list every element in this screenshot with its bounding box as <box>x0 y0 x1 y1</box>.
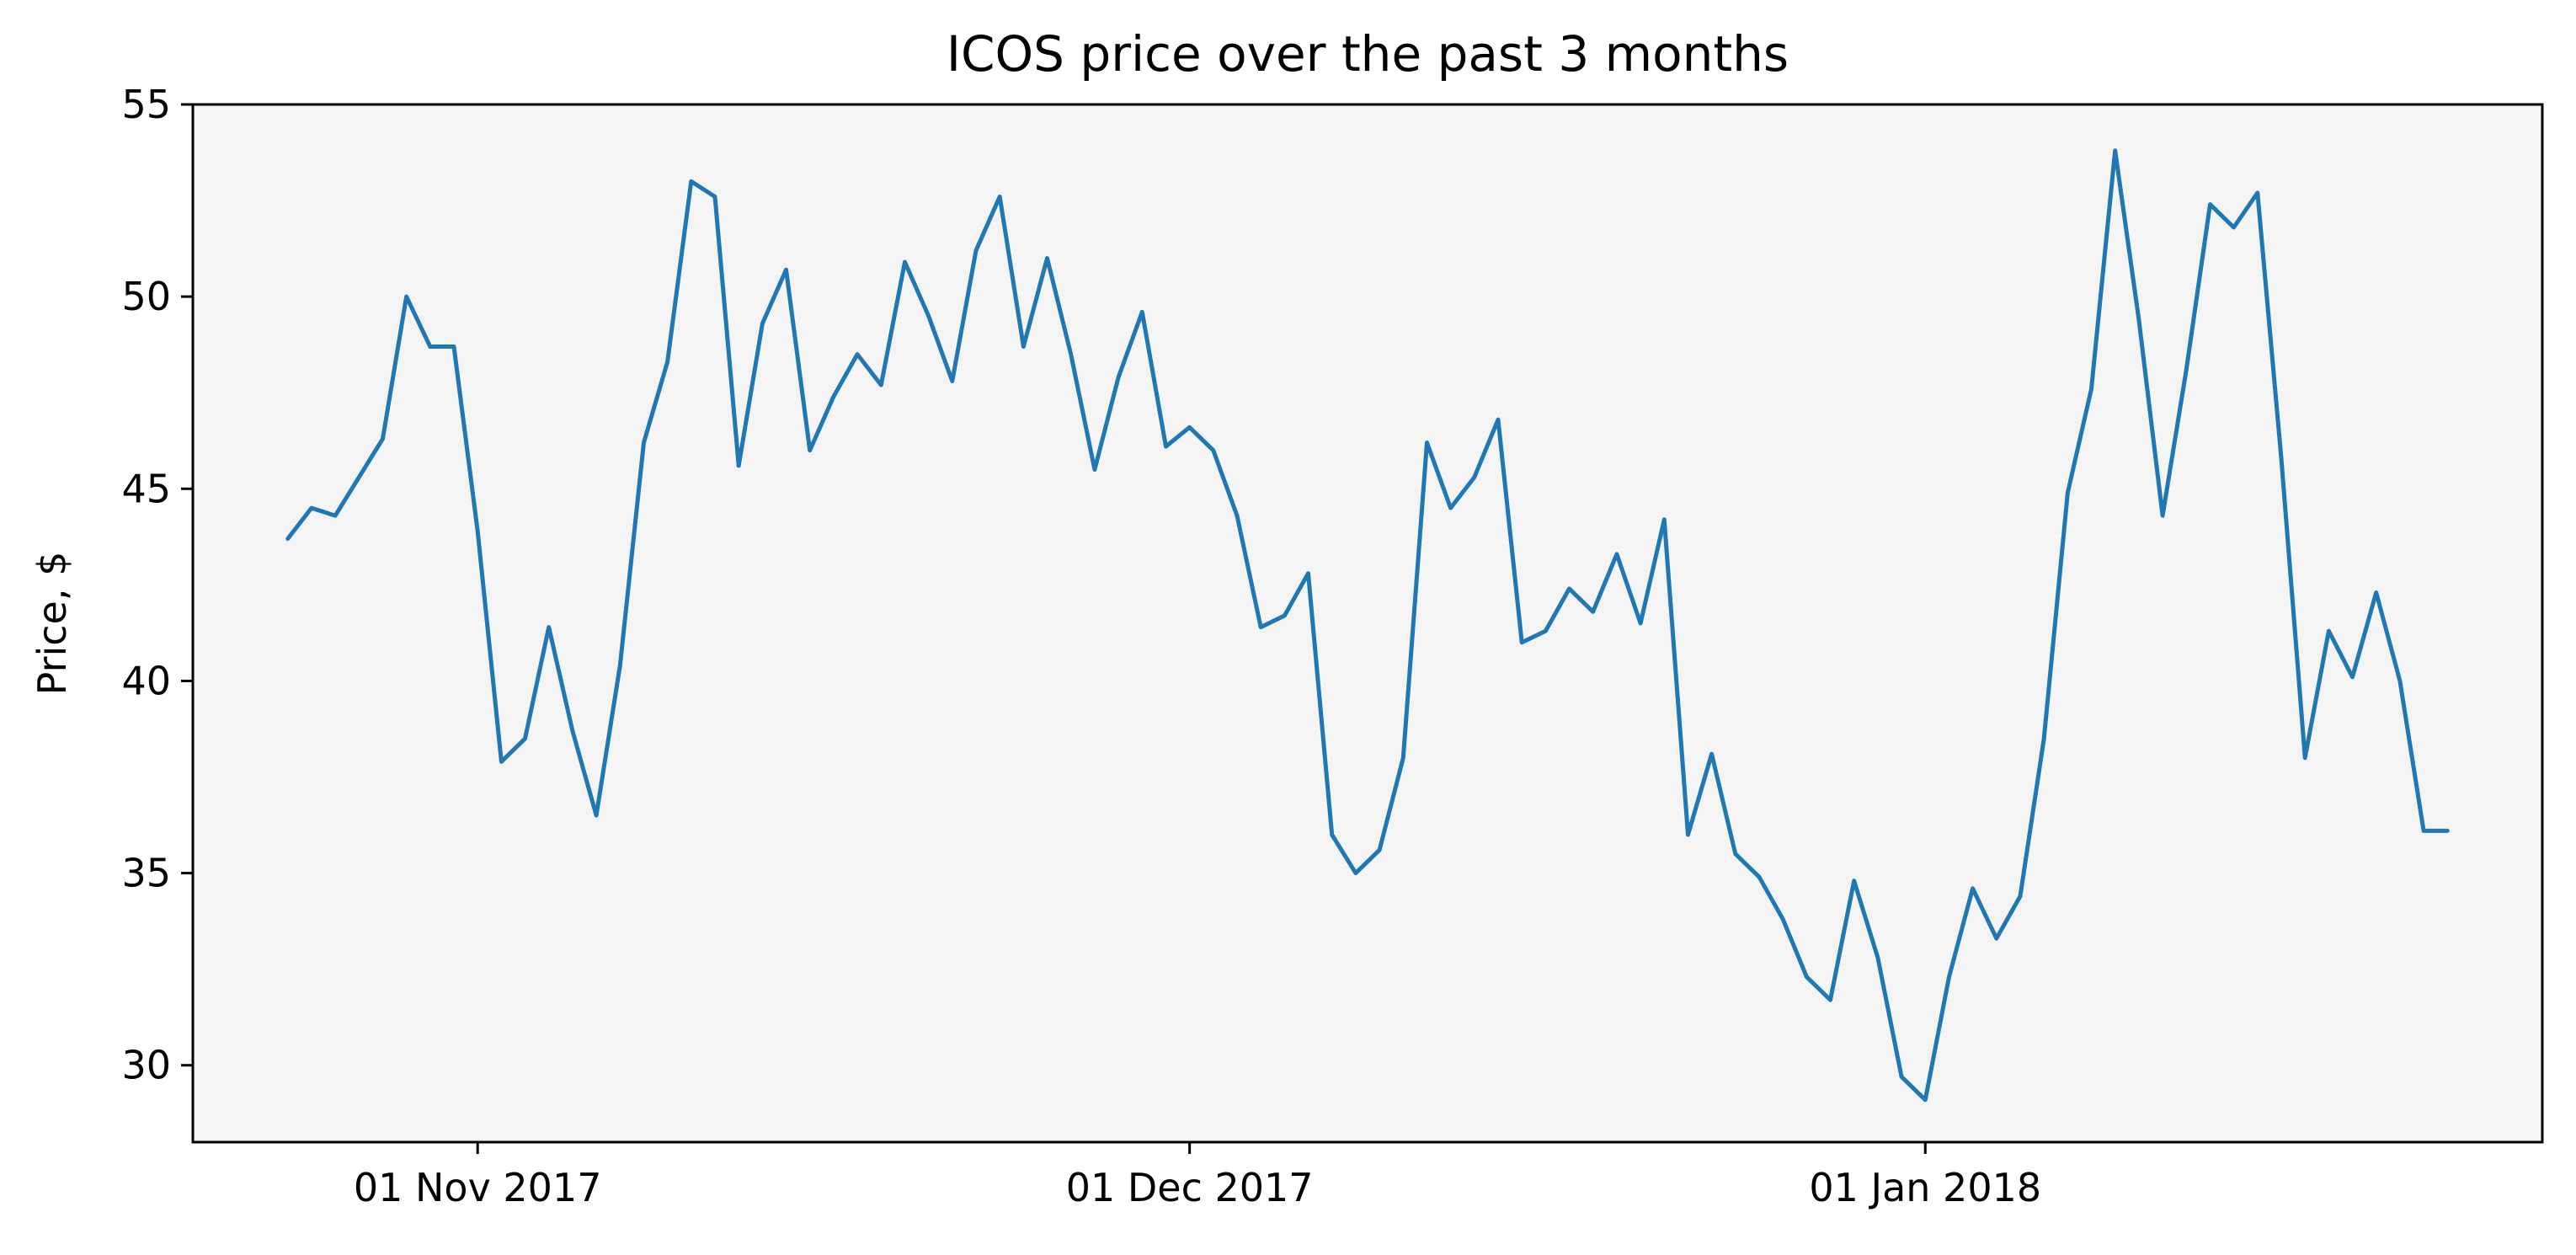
y-tick-label: 45 <box>121 466 171 511</box>
y-axis: 30 35 40 45 50 55 <box>121 82 193 1088</box>
x-tick-label: 01 Nov 2017 <box>354 1165 602 1210</box>
plot-frame <box>191 103 2544 1144</box>
y-axis-label: Price, $ <box>29 552 75 696</box>
y-tick-label: 55 <box>121 82 171 127</box>
series-line <box>285 148 2450 1103</box>
chart-title: ICOS price over the past 3 months <box>947 25 1789 83</box>
y-tick-label: 40 <box>121 658 171 703</box>
y-tick-label: 50 <box>121 274 171 319</box>
series-layer <box>285 148 2450 1103</box>
x-tick-label: 01 Dec 2017 <box>1066 1165 1314 1210</box>
x-axis: 01 Nov 2017 01 Dec 2017 01 Jan 2018 <box>354 1142 2041 1210</box>
y-tick-label: 35 <box>121 851 171 896</box>
y-tick-label: 30 <box>121 1043 171 1088</box>
x-tick-label: 01 Jan 2018 <box>1809 1165 2041 1210</box>
plot-background <box>193 104 2542 1142</box>
